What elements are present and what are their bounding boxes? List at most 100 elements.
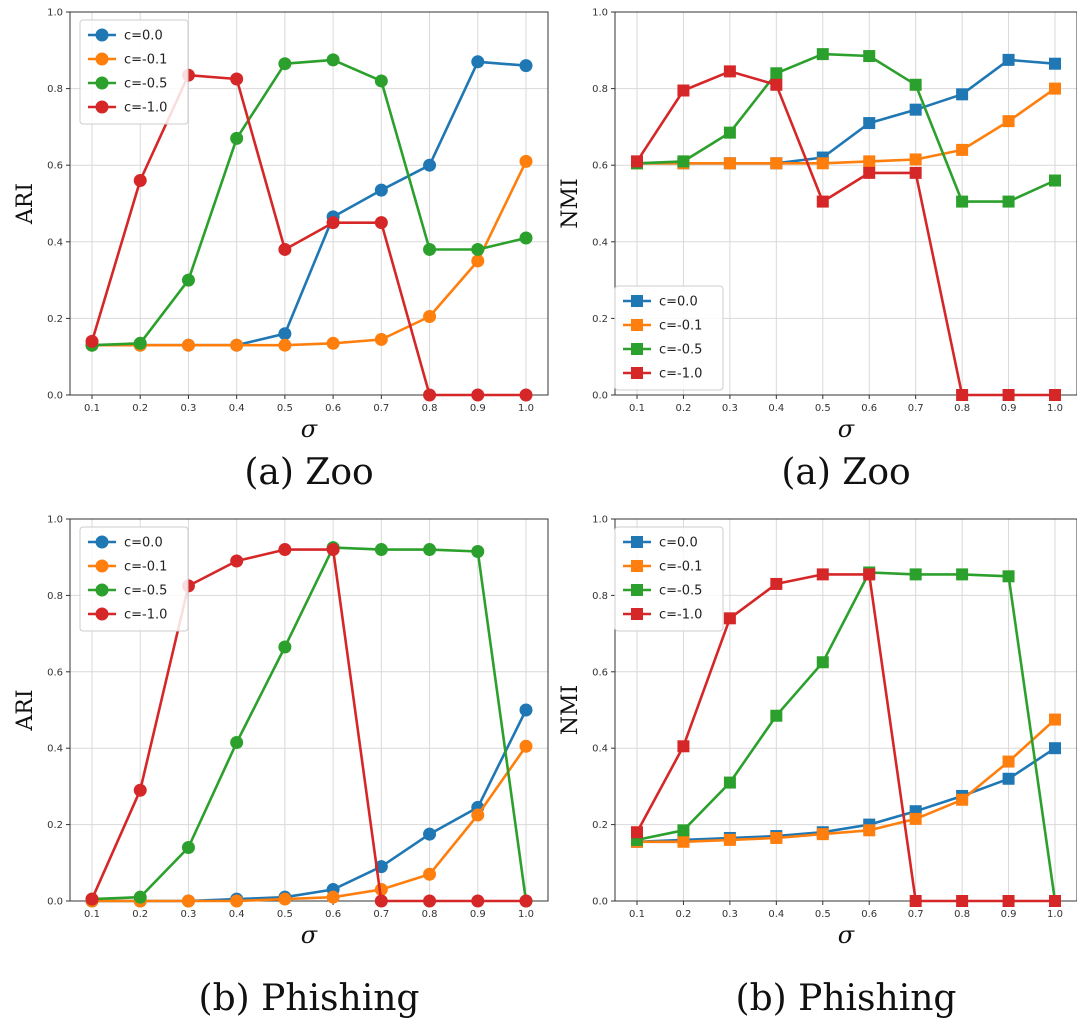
series-line — [90, 548, 526, 903]
data-point — [133, 174, 147, 188]
legend-marker — [631, 343, 643, 355]
data-point — [326, 890, 340, 904]
y-tick-label: 1.0 — [592, 8, 608, 19]
legend-entry: c=-0.5 — [659, 584, 702, 599]
y-tick-label: 0.0 — [592, 897, 608, 908]
legend-entry: c=-0.5 — [659, 343, 702, 358]
x-tick-label: 0.8 — [422, 403, 438, 414]
legend-marker — [631, 536, 643, 548]
x-tick-label: 0.2 — [132, 909, 148, 920]
x-tick-label: 0.4 — [768, 403, 784, 414]
data-point — [1002, 195, 1015, 208]
y-tick-label: 0.4 — [47, 744, 63, 755]
data-point — [1049, 389, 1061, 401]
data-point — [677, 155, 690, 168]
data-point — [230, 554, 244, 568]
legend-marker — [95, 100, 109, 114]
legend-marker — [95, 52, 109, 66]
legend-marker — [631, 584, 643, 596]
chart-panel-3: 0.1 0.2 0.3 0.4 0.5 0.6 0.7 0.8 0.9 1.0 0.0 0.2 0.4 0… — [13, 515, 549, 1019]
x-tick-label: 0.8 — [954, 909, 970, 920]
y-tick-label: 0.4 — [592, 744, 608, 755]
data-point — [770, 831, 783, 844]
y-tick-label: 0.2 — [47, 314, 63, 325]
data-point — [956, 195, 969, 208]
data-point — [181, 841, 195, 855]
data-point — [326, 336, 340, 350]
y-tick-label: 1.0 — [47, 515, 63, 526]
y-axis-label: NMI — [558, 685, 583, 735]
x-tick-label: 0.8 — [422, 909, 438, 920]
data-point — [471, 544, 485, 558]
series-line — [635, 573, 1055, 903]
y-tick-label: 0.6 — [592, 667, 608, 678]
data-point — [956, 143, 969, 156]
data-point — [723, 65, 736, 78]
series-line — [637, 718, 1056, 844]
panel-caption: (a) Zoo — [781, 452, 910, 493]
data-point — [1002, 755, 1015, 768]
data-point — [909, 812, 922, 825]
y-tick-label: 0.0 — [47, 897, 63, 908]
data-point — [85, 892, 99, 906]
legend-entry: c=0.0 — [124, 536, 163, 551]
y-tick-label: 0.6 — [47, 161, 63, 172]
x-tick-label: 0.6 — [325, 403, 341, 414]
x-tick-label: 0.3 — [722, 403, 738, 414]
data-point — [1049, 895, 1061, 907]
legend-marker — [95, 76, 109, 90]
x-tick-label: 0.9 — [470, 909, 486, 920]
y-tick-label: 0.6 — [47, 667, 63, 678]
data-point — [770, 78, 783, 91]
data-point — [181, 273, 195, 287]
data-point — [278, 640, 292, 654]
data-point — [816, 568, 829, 581]
legend-marker — [95, 607, 109, 621]
legend-marker — [631, 367, 643, 379]
panel-caption: (a) Zoo — [244, 452, 373, 493]
data-point — [1049, 57, 1061, 70]
data-point — [677, 740, 690, 753]
x-tick-label: 0.4 — [229, 909, 245, 920]
x-tick-label: 0.5 — [815, 403, 831, 414]
x-tick-label: 1.0 — [1047, 909, 1063, 920]
panel-caption: (b) Phishing — [199, 978, 420, 1019]
x-axis-label: σ — [301, 415, 318, 443]
legend-entry: c=-0.1 — [124, 560, 167, 575]
data-point — [471, 254, 485, 268]
series-line — [91, 58, 527, 347]
data-point — [1002, 115, 1015, 128]
data-point — [1002, 53, 1015, 66]
data-point — [278, 338, 292, 352]
data-point — [816, 828, 829, 841]
data-point — [723, 157, 736, 170]
legend-entry: c=-0.5 — [124, 584, 167, 599]
data-point — [909, 568, 922, 581]
data-point — [519, 59, 533, 73]
data-point — [816, 656, 829, 669]
x-tick-label: 0.6 — [861, 909, 877, 920]
x-tick-label: 1.0 — [518, 403, 534, 414]
x-tick-label: 0.8 — [954, 403, 970, 414]
data-point — [230, 72, 244, 86]
series-c=0.0 — [631, 53, 1061, 170]
plot-frame — [69, 518, 549, 902]
data-point — [1049, 174, 1061, 187]
data-point — [423, 388, 437, 402]
x-tick-label: 0.3 — [180, 909, 196, 920]
data-point — [471, 808, 485, 822]
legend-entry: c=-1.0 — [124, 608, 167, 623]
data-point — [423, 894, 437, 908]
x-tick-label: 1.0 — [518, 909, 534, 920]
data-point — [423, 158, 437, 172]
data-point — [230, 338, 244, 352]
data-point — [230, 131, 244, 145]
data-point — [770, 67, 783, 80]
data-point — [133, 890, 147, 904]
series-line — [92, 160, 528, 347]
y-tick-label: 1.0 — [592, 515, 608, 526]
plot-frame — [69, 11, 549, 396]
data-point — [723, 612, 736, 625]
data-point — [956, 568, 969, 581]
y-tick-label: 0.8 — [47, 591, 63, 602]
